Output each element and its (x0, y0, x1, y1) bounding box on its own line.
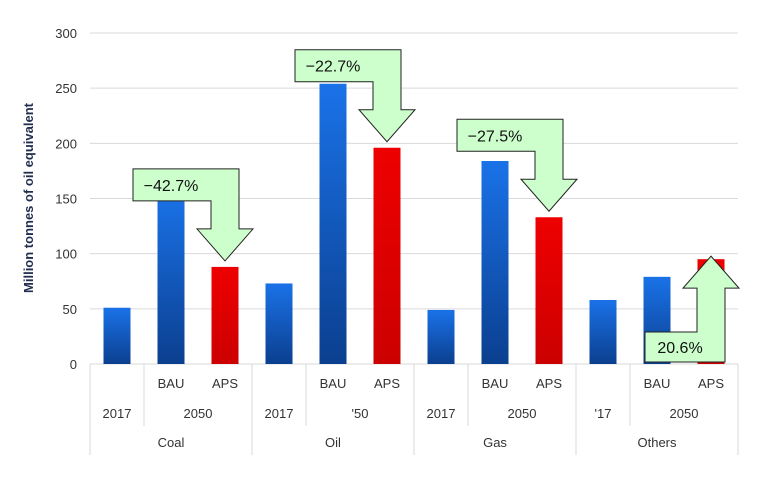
scenario-label: APS (374, 376, 400, 391)
y-tick-label: 0 (70, 357, 77, 372)
change-arrow-down (456, 118, 579, 213)
y-tick-label: 200 (55, 136, 77, 151)
bar-gas-base (427, 309, 455, 364)
scenario-label: APS (536, 376, 562, 391)
scenario-label: BAU (644, 376, 671, 391)
year-label: 2017 (427, 406, 456, 421)
scenario-label: BAU (320, 376, 347, 391)
change-percent-label: −27.5% (468, 128, 523, 145)
y-tick-label: 50 (63, 302, 77, 317)
bar-oil-aps (373, 147, 401, 364)
change-arrow-up (644, 255, 741, 363)
y-tick-label: 100 (55, 247, 77, 262)
y-axis-label: Million tonnes of oil equivalent (21, 102, 36, 293)
bar-coal-aps (211, 266, 239, 364)
category-label: Gas (483, 435, 507, 450)
category-axis: BAU APS 2017 2050 Coal BAU APS 2017 '50 Oil BAU APS… (89, 364, 739, 455)
scenario-label: APS (698, 376, 724, 391)
bar-oil-bau (319, 83, 347, 365)
change-percent-label: 20.6% (657, 340, 702, 357)
bar-gas-aps (535, 217, 563, 364)
y-axis: 0 50 100 150 200 250 300 (55, 26, 77, 372)
bars (103, 83, 725, 365)
year-label: 2050 (508, 406, 537, 421)
scenario-label: BAU (158, 376, 185, 391)
bar-coal-base (103, 307, 131, 364)
year-label: 2050 (184, 406, 213, 421)
bar-others-base (589, 300, 617, 364)
category-label: Coal (158, 435, 185, 450)
year-label: '50 (352, 406, 369, 421)
change-arrow-down (294, 49, 417, 143)
category-label: Others (637, 435, 677, 450)
change-arrow-down (132, 168, 255, 262)
bar-gas-bau (481, 160, 509, 364)
y-tick-label: 150 (55, 192, 77, 207)
year-label: '17 (595, 406, 612, 421)
bar-coal-bau (157, 192, 185, 364)
change-percent-label: −42.7% (144, 178, 199, 195)
category-label: Oil (325, 435, 341, 450)
year-label: 2050 (670, 406, 699, 421)
y-tick-label: 250 (55, 81, 77, 96)
change-percent-label: −22.7% (306, 59, 361, 76)
scenario-label: APS (212, 376, 238, 391)
scenario-label: BAU (482, 376, 509, 391)
year-label: 2017 (265, 406, 294, 421)
bar-oil-base (265, 283, 293, 364)
annotations: −42.7% −22.7% −27.5% 20.6% (132, 49, 741, 363)
y-tick-label: 300 (55, 26, 77, 41)
year-label: 2017 (103, 406, 132, 421)
